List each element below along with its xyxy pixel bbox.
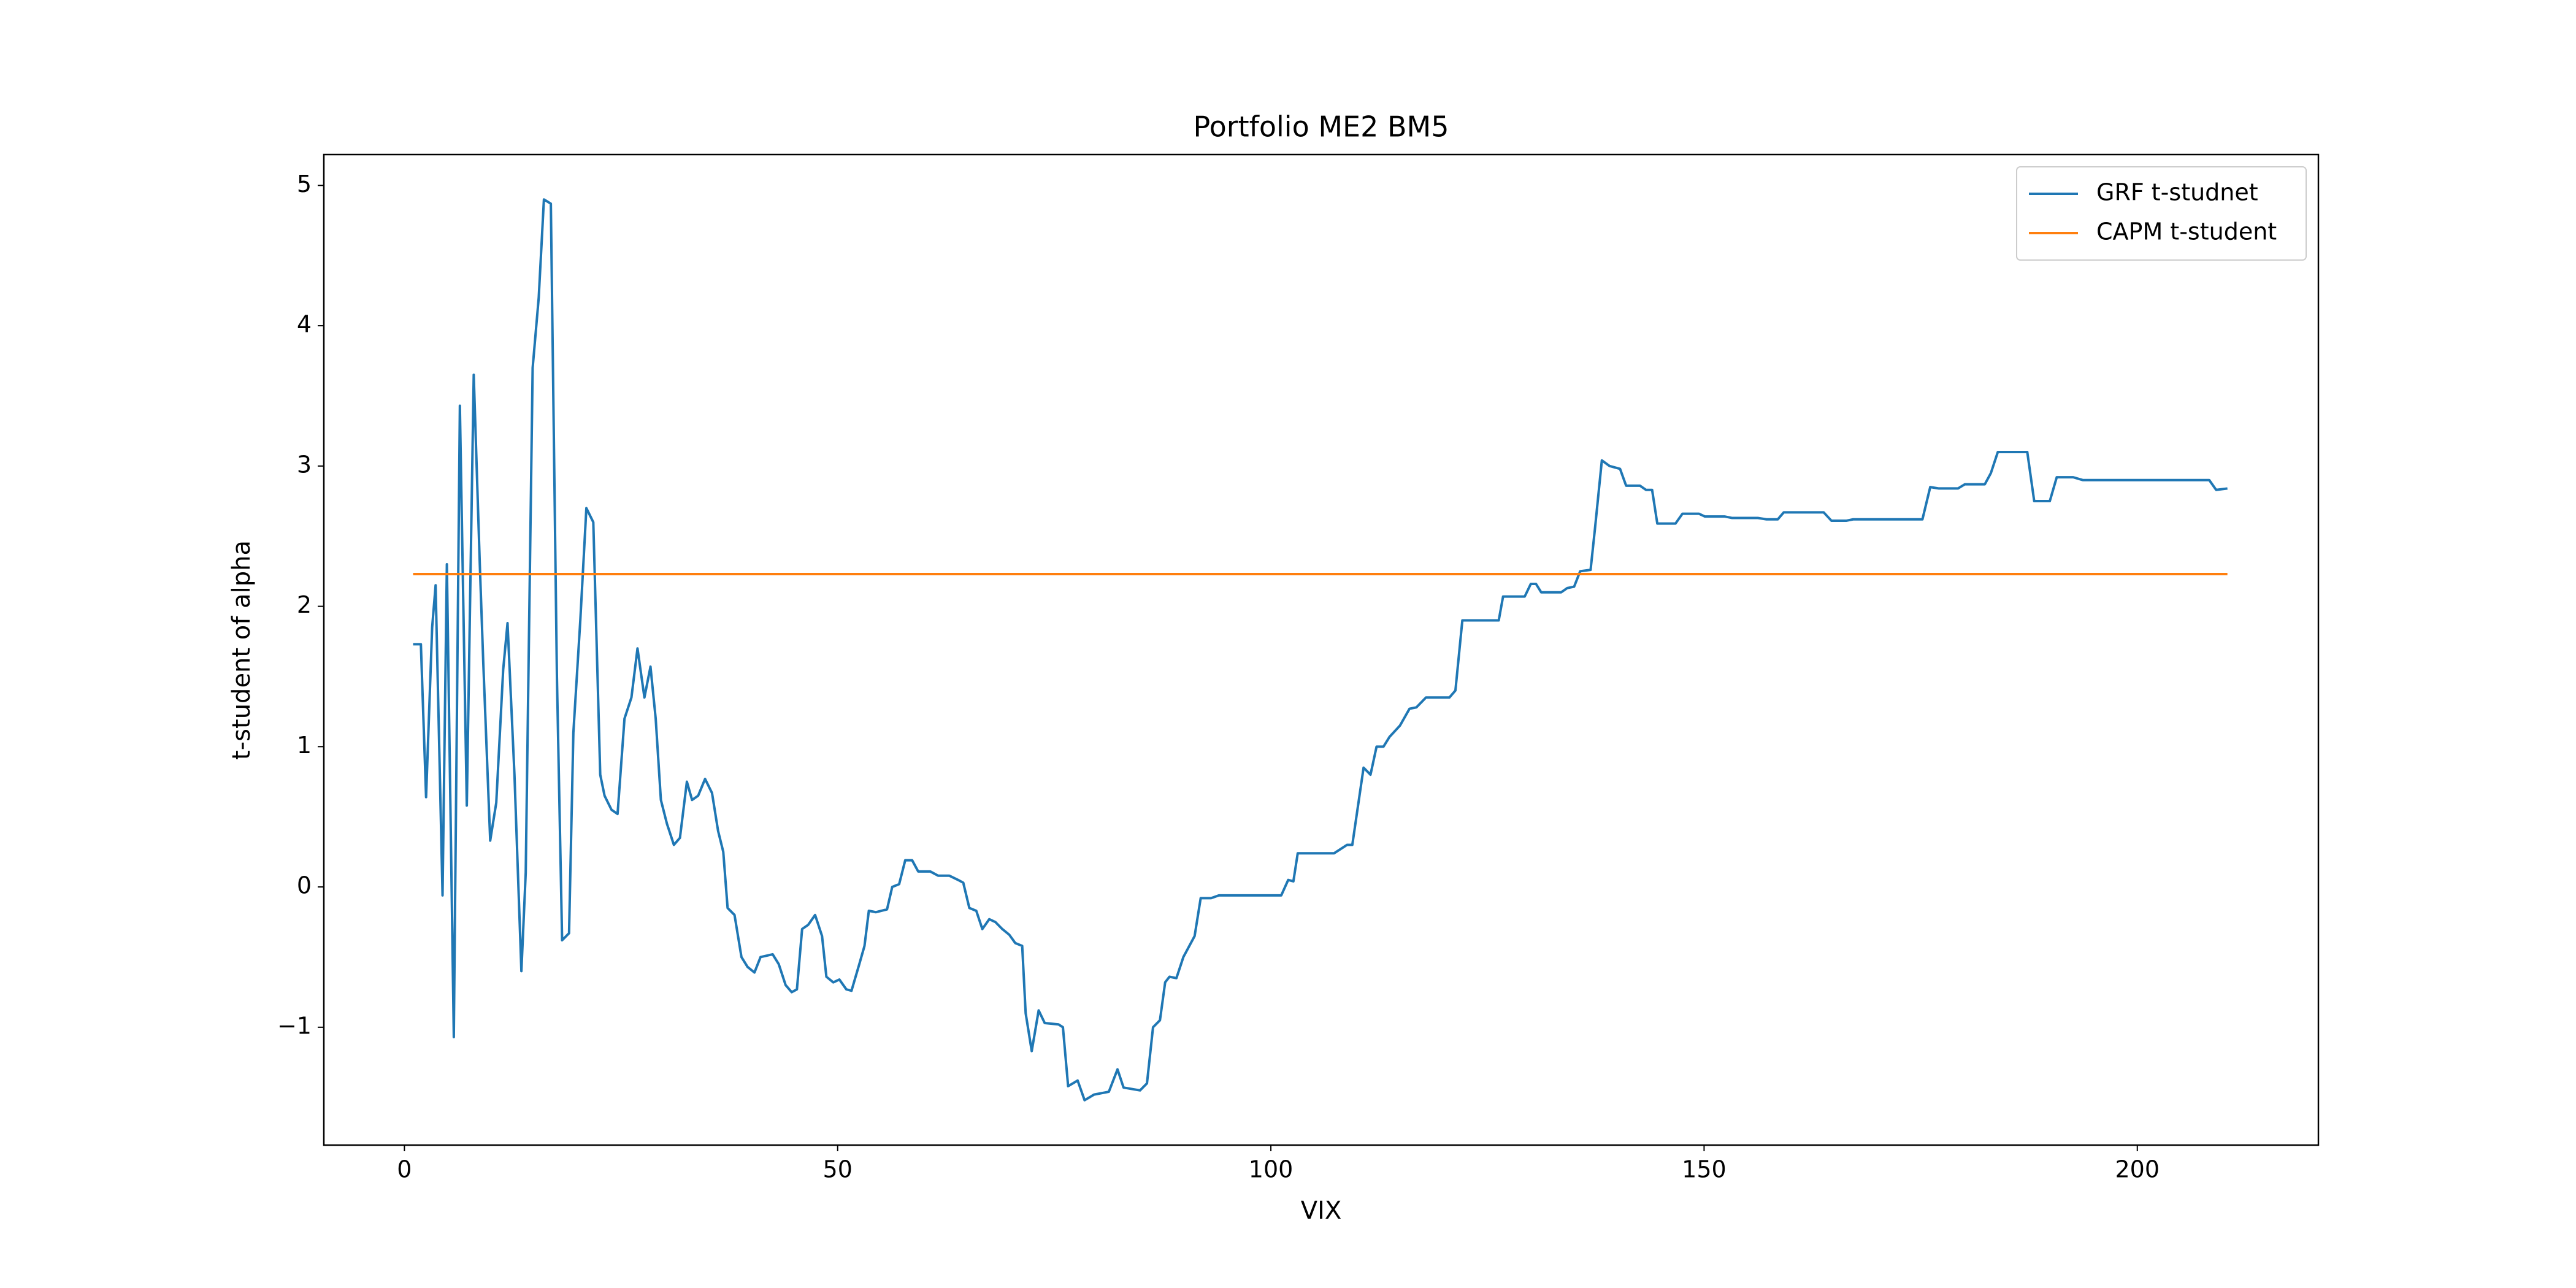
y-tick-label: 2 [297,591,312,618]
x-tick-label: 200 [2115,1156,2160,1183]
legend-box [2016,166,2307,261]
y-tick-label: 0 [297,872,312,899]
x-axis-label: VIX [1301,1197,1342,1225]
chart-title: Portfolio ME2 BM5 [1193,110,1449,144]
y-tick-label: 4 [297,311,312,338]
x-tick-label: 100 [1249,1156,1294,1183]
y-tick-label: 3 [297,451,312,478]
y-tick-label: −1 [277,1012,312,1039]
legend-label: GRF t-studnet [2096,179,2258,206]
plot-frame [323,153,2320,1146]
y-tick-label: 5 [297,171,312,197]
x-tick-label: 50 [823,1156,853,1183]
legend-label: CAPM t-student [2096,218,2277,245]
x-tick-label: 150 [1682,1156,1727,1183]
y-axis-label: t-student of alpha [228,540,256,760]
series-line [413,198,2228,1102]
y-tick-label: 1 [297,732,312,759]
x-tick-label: 0 [397,1156,412,1183]
